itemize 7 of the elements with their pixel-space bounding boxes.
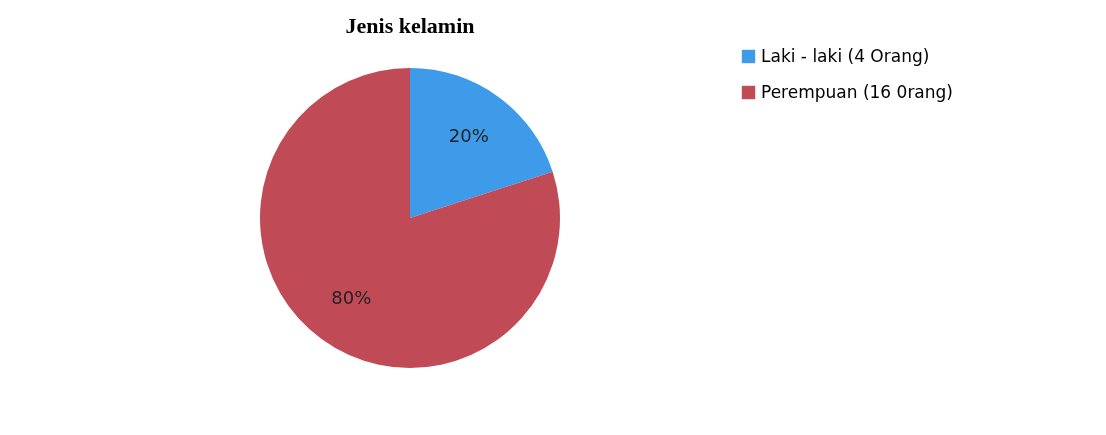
pie-slice	[260, 68, 560, 368]
data-label: 20%	[448, 125, 489, 147]
legend-label: Perempuan (16 0rang)	[761, 81, 953, 102]
legend-label: Laki - laki (4 Orang)	[761, 45, 930, 66]
chart-title: Jenis kelamin	[345, 13, 475, 38]
pie-slice	[410, 68, 553, 218]
data-label: 80%	[331, 286, 372, 308]
